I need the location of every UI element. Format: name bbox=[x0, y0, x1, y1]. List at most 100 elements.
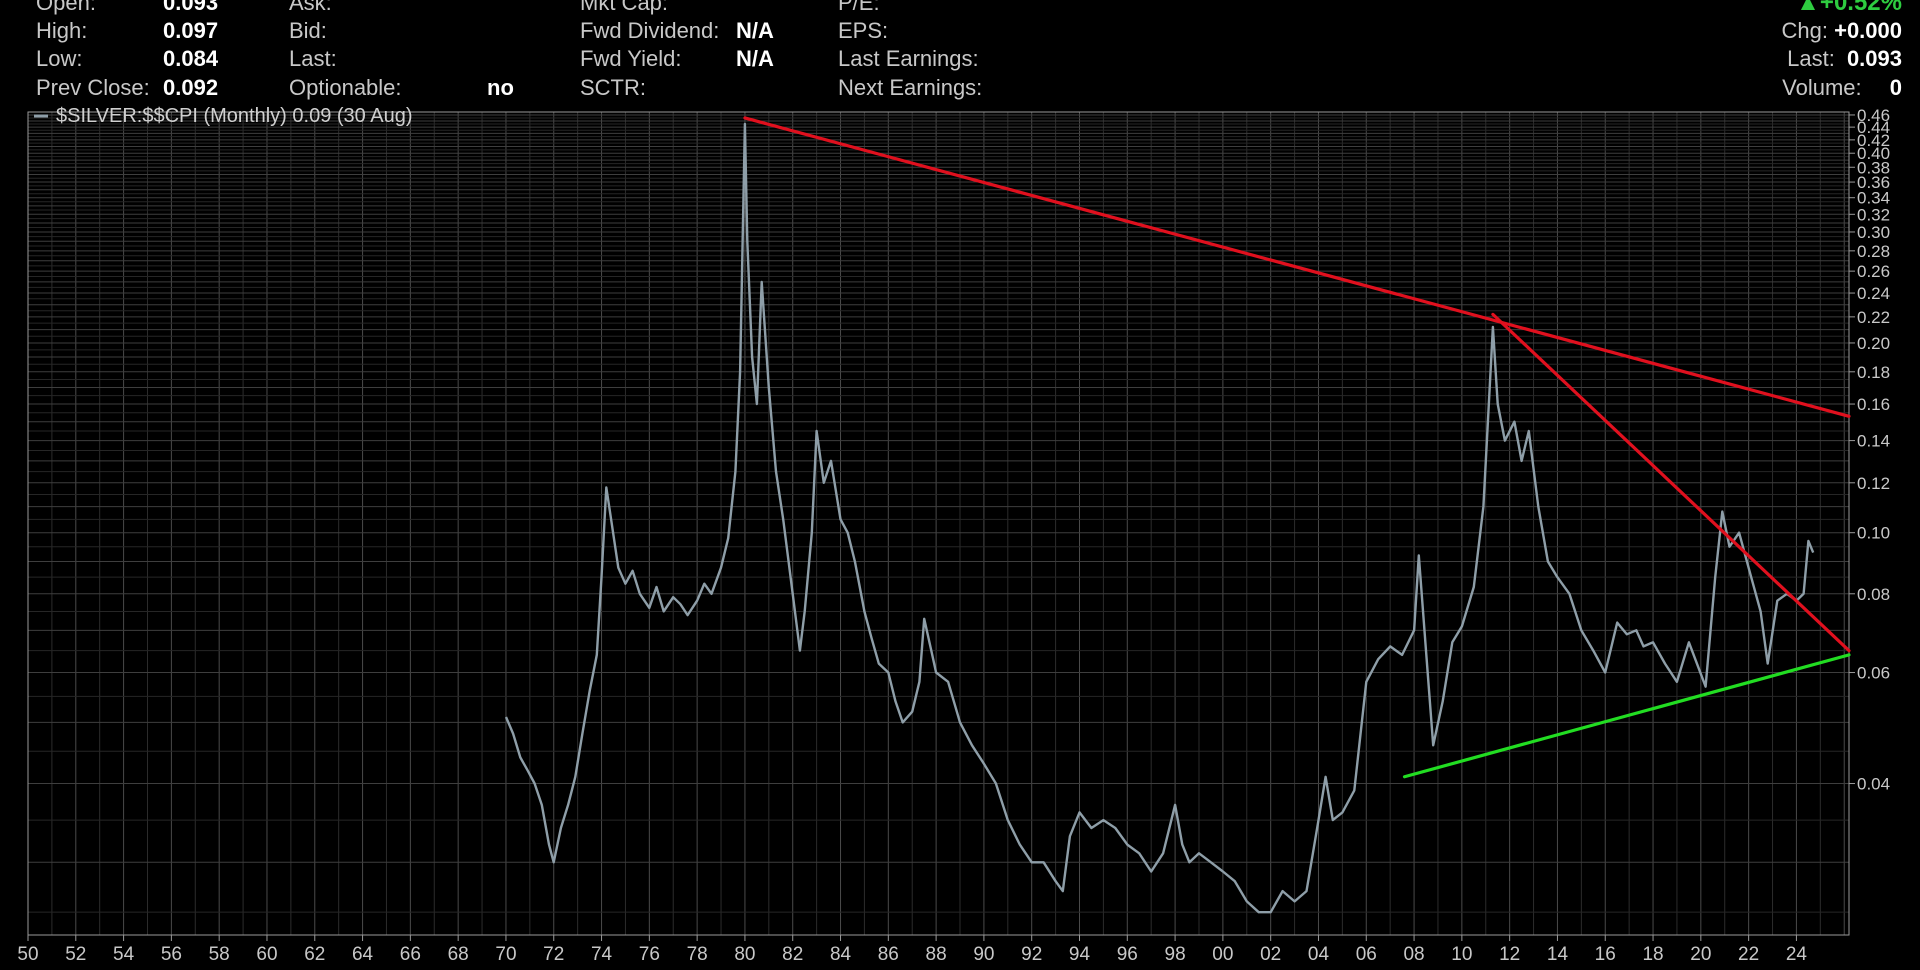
y-tick-label: 0.12 bbox=[1857, 474, 1890, 493]
chg-row: Chg: +0.000 bbox=[1781, 20, 1902, 42]
x-tick-label: 24 bbox=[1786, 944, 1808, 965]
col4-row-3: Next Earnings: bbox=[838, 77, 1100, 99]
x-tick-label: 50 bbox=[17, 944, 38, 965]
chart-legend: $SILVER:$$CPI (Monthly) 0.09 (30 Aug) bbox=[34, 105, 412, 127]
field-label: Next Earnings: bbox=[838, 75, 983, 100]
chg-label: Chg: bbox=[1781, 18, 1828, 43]
x-tick-label: 52 bbox=[65, 944, 86, 965]
x-tick-label: 94 bbox=[1069, 944, 1091, 965]
col1-row-0: Open: 0.093 bbox=[36, 0, 263, 14]
x-tick-label: 84 bbox=[830, 944, 852, 965]
col2-row-2: Last: bbox=[289, 48, 587, 70]
x-tick-label: 60 bbox=[256, 944, 277, 965]
col2-row-3: Optionable: no bbox=[289, 77, 587, 99]
plot-frame bbox=[27, 111, 1850, 936]
x-tick-label: 04 bbox=[1308, 944, 1330, 965]
y-tick-label: 0.34 bbox=[1857, 189, 1890, 208]
y-tick-label: 0.10 bbox=[1857, 524, 1890, 543]
y-tick-label: 0.36 bbox=[1857, 173, 1890, 192]
y-tick-label: 0.14 bbox=[1857, 432, 1890, 451]
x-tick-label: 62 bbox=[304, 944, 325, 965]
x-tick-label: 12 bbox=[1499, 944, 1520, 965]
col3-row-0: Mkt Cap: bbox=[580, 0, 836, 14]
field-label: Last: bbox=[289, 46, 337, 71]
x-tick-label: 56 bbox=[161, 944, 182, 965]
x-tick-label: 02 bbox=[1260, 944, 1281, 965]
series-layer bbox=[504, 122, 1815, 914]
field-label: P/E: bbox=[838, 0, 880, 15]
col4-row-1: EPS: bbox=[838, 20, 1100, 42]
field-value: N/A bbox=[736, 18, 774, 43]
x-axis-ticks: 50 52 54 56 58 60 62 64 66 68 70 72 74 76 78 80 82 84 86 88… bbox=[17, 935, 1807, 965]
field-label: SCTR: bbox=[580, 75, 646, 100]
x-tick-label: 66 bbox=[400, 944, 421, 965]
x-tick-label: 90 bbox=[973, 944, 994, 965]
y-tick-label: 0.20 bbox=[1857, 334, 1890, 353]
x-tick-label: 92 bbox=[1021, 944, 1042, 965]
quote-header: Open: 0.093 High: 0.097 Low: 0.084 Prev Close:… bbox=[0, 0, 1920, 100]
y-tick-label: 0.22 bbox=[1857, 308, 1890, 327]
field-label: Mkt Cap: bbox=[580, 0, 669, 15]
col2-row-0: Ask: bbox=[289, 0, 587, 14]
trendline-layer bbox=[743, 116, 1851, 779]
y-tick-label: 0.24 bbox=[1857, 284, 1890, 303]
y-tick-label: 0.42 bbox=[1857, 131, 1890, 150]
x-tick-label: 00 bbox=[1212, 944, 1233, 965]
x-tick-label: 20 bbox=[1690, 944, 1711, 965]
col1-row-2: Low: 0.084 bbox=[36, 48, 263, 70]
volume-value: 0 bbox=[1889, 75, 1902, 100]
y-tick-label: 0.18 bbox=[1857, 363, 1890, 382]
y-tick-label: 0.32 bbox=[1857, 205, 1890, 224]
field-value: N/A bbox=[736, 46, 774, 71]
y-tick-label: 0.44 bbox=[1857, 118, 1890, 137]
field-value: no bbox=[487, 75, 514, 100]
x-tick-label: 78 bbox=[687, 944, 708, 965]
x-tick-label: 06 bbox=[1356, 944, 1377, 965]
field-value: 0.092 bbox=[163, 75, 219, 100]
x-tick-label: 22 bbox=[1738, 944, 1759, 965]
x-tick-label: 96 bbox=[1117, 944, 1138, 965]
x-tick-label: 86 bbox=[878, 944, 899, 965]
last-value: 0.093 bbox=[1846, 46, 1902, 71]
field-label: Fwd Dividend: bbox=[580, 18, 720, 43]
field-label: Optionable: bbox=[289, 75, 402, 100]
y-tick-label: 0.04 bbox=[1857, 775, 1890, 794]
field-value: 0.093 bbox=[163, 0, 219, 15]
x-tick-label: 18 bbox=[1642, 944, 1663, 965]
trendline-1 bbox=[1491, 312, 1851, 653]
volume-row: Volume: 0 bbox=[1782, 77, 1902, 99]
col1-row-1: High: 0.097 bbox=[36, 20, 263, 42]
field-label: Low: bbox=[36, 46, 83, 71]
y-tick-label: 0.06 bbox=[1857, 664, 1890, 683]
x-tick-label: 80 bbox=[734, 944, 755, 965]
col3-row-1: Fwd Dividend: N/A bbox=[580, 20, 836, 42]
col3-row-3: SCTR: bbox=[580, 77, 836, 99]
x-tick-label: 74 bbox=[591, 944, 613, 965]
y-tick-label: 0.46 bbox=[1857, 106, 1890, 125]
field-value: 0.084 bbox=[163, 46, 219, 71]
chg-value: +0.000 bbox=[1834, 18, 1902, 43]
y-tick-label: 0.40 bbox=[1857, 144, 1890, 163]
up-arrow-icon: ▲ bbox=[1796, 0, 1820, 16]
x-tick-label: 70 bbox=[495, 944, 516, 965]
pct-change: ▲+0.52% bbox=[1796, 0, 1902, 16]
chart-grid bbox=[27, 112, 1849, 935]
trendline-2 bbox=[1402, 653, 1851, 779]
price-chart: 0.460.440.420.400.380.360.340.320.300.28… bbox=[17, 105, 1890, 965]
y-axis-ticks: 0.460.440.420.400.380.360.340.320.300.28… bbox=[1849, 106, 1890, 794]
x-tick-label: 54 bbox=[113, 944, 135, 965]
x-tick-label: 58 bbox=[209, 944, 230, 965]
y-tick-label: 0.28 bbox=[1857, 242, 1890, 261]
field-value: 0.097 bbox=[163, 18, 219, 43]
volume-label: Volume: bbox=[1782, 75, 1862, 100]
y-tick-label: 0.30 bbox=[1857, 223, 1890, 242]
x-tick-label: 72 bbox=[543, 944, 564, 965]
x-tick-label: 08 bbox=[1403, 944, 1424, 965]
last-row: Last: 0.093 bbox=[1787, 48, 1902, 70]
x-tick-label: 76 bbox=[639, 944, 660, 965]
field-label: Fwd Yield: bbox=[580, 46, 682, 71]
col3-row-2: Fwd Yield: N/A bbox=[580, 48, 836, 70]
field-label: High: bbox=[36, 18, 88, 43]
y-tick-label: 0.08 bbox=[1857, 585, 1890, 604]
x-tick-label: 64 bbox=[352, 944, 374, 965]
